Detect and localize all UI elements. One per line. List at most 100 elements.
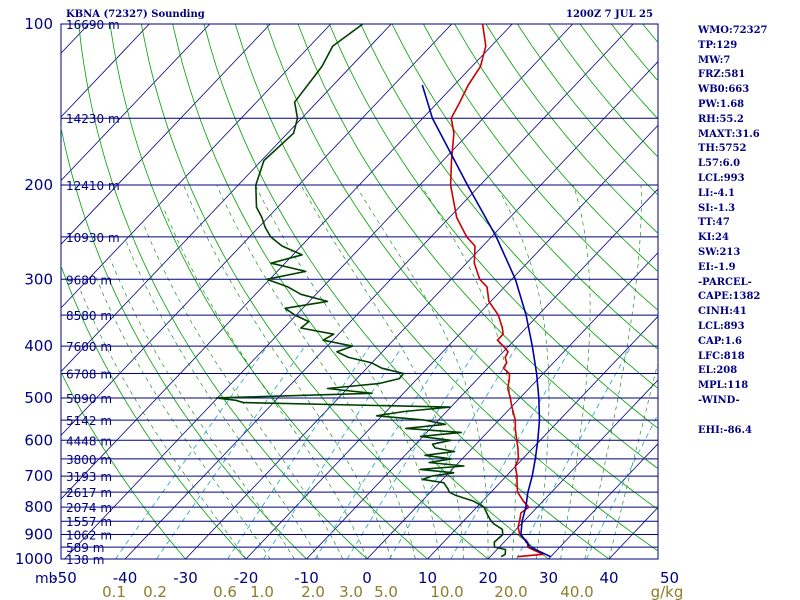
isotherm-line <box>185 61 658 559</box>
height-label: 5890 m <box>66 392 112 406</box>
temperature-tick-label: 40 <box>599 569 618 587</box>
index-item: KI:24 <box>698 232 729 244</box>
isobar-lines <box>61 23 658 560</box>
moist-adiabat-line <box>125 241 319 559</box>
height-label: 9680 m <box>66 273 112 287</box>
mixing-ratio-label: 0.1 <box>102 583 126 600</box>
moist-adiabat-line <box>142 222 344 559</box>
mixing-ratio-label: 10.0 <box>430 583 463 600</box>
height-label: 3193 m <box>66 470 112 484</box>
isotherm-line <box>245 124 658 559</box>
moist-adiabat-line <box>496 184 550 559</box>
pressure-tick-label: 600 <box>24 431 53 449</box>
isotherm-line <box>61 24 332 309</box>
index-item: L57:6.0 <box>698 158 741 170</box>
index-item: EHI:-86.4 <box>698 424 752 436</box>
temperature-tick-label: 10 <box>418 569 437 587</box>
index-item: TP:129 <box>698 39 738 51</box>
index-item: TH:5752 <box>698 143 747 155</box>
height-label: 2617 m <box>66 486 112 500</box>
height-label: 1557 m <box>66 515 112 529</box>
height-label: 6708 m <box>66 367 112 381</box>
moist-adiabat-line <box>110 258 295 559</box>
index-item: -WIND- <box>698 394 740 406</box>
moist-adiabat-line <box>216 184 416 559</box>
height-label: 10930 m <box>66 231 120 245</box>
index-item: MAXT:31.6 <box>698 128 760 140</box>
moist-adiabat-lines <box>80 184 658 559</box>
sounding-title: KBNA (72327) Sounding <box>66 9 205 20</box>
dewpoint-trace <box>215 24 507 558</box>
index-item: CAPE:1382 <box>698 291 761 303</box>
pressure-tick-label: 1000 <box>15 550 53 568</box>
pressure-tick-label: 300 <box>24 270 53 288</box>
temperature-tick-label: -20 <box>234 569 259 587</box>
mixing-ratio-label: 2.0 <box>301 583 325 600</box>
pressure-unit-label: mb <box>35 571 58 587</box>
temperature-tick-label: -50 <box>52 569 77 587</box>
moist-adiabat-line <box>183 184 392 559</box>
isotherm-line <box>306 188 658 559</box>
pressure-tick-label: 800 <box>24 498 53 516</box>
isotherm-line <box>61 24 453 436</box>
pressure-tick-label: 200 <box>24 176 53 194</box>
index-item: LCL:993 <box>698 172 745 184</box>
index-item: LI:-4.1 <box>698 187 735 199</box>
isotherm-line <box>64 24 574 559</box>
index-item: SI:-1.3 <box>698 202 736 214</box>
index-item: CINH:41 <box>698 306 747 318</box>
height-label: 16690 m <box>66 18 120 32</box>
index-item: RH:55.2 <box>698 113 744 125</box>
index-item: SW:213 <box>698 246 741 258</box>
temperature-tick-label: 20 <box>478 569 497 587</box>
index-item <box>698 409 768 424</box>
isotherm-line <box>427 315 658 559</box>
pressure-tick-label: 500 <box>24 389 53 407</box>
pressure-tick-label: 400 <box>24 337 53 355</box>
temperature-tick-label: -40 <box>113 569 138 587</box>
sounding-traces <box>215 24 552 558</box>
height-label: 14230 m <box>66 112 120 126</box>
isotherm-line <box>61 24 392 373</box>
index-item: TT:47 <box>698 217 730 229</box>
temperature-trace <box>449 24 544 558</box>
isotherm-line <box>548 443 658 559</box>
parcel-trace <box>421 84 552 558</box>
height-label: 589 m <box>66 541 104 555</box>
index-item: WMO:72327 <box>698 25 768 36</box>
index-item: WB0:663 <box>698 84 750 96</box>
index-item: EL:208 <box>698 365 738 377</box>
mixing-ratio-label: 5.0 <box>374 583 398 600</box>
temperature-tick-label: -30 <box>173 569 198 587</box>
mixing-ratio-label: g/kg <box>651 583 684 600</box>
isotherm-line <box>61 24 271 245</box>
isotherm-line <box>124 24 634 559</box>
temperature-tick-label: -10 <box>294 569 319 587</box>
moist-adiabat-line <box>420 184 516 559</box>
stability-indices-panel: WMO:72327 TP:129 MW:7 FRZ:581 WB0:663 PW:1.68… <box>698 24 768 438</box>
pressure-tick-label: 700 <box>24 467 53 485</box>
moist-adiabat-line <box>80 290 247 559</box>
plot-frame <box>60 23 659 560</box>
mixing-ratio-label: 20.0 <box>494 583 527 600</box>
mixing-ratio-label: 0.6 <box>213 583 237 600</box>
height-label: 7600 m <box>66 340 112 354</box>
mixing-ratio-label: 40.0 <box>560 583 593 600</box>
index-item: MW:7 <box>698 54 731 66</box>
height-label: 3800 m <box>66 453 112 467</box>
moist-adiabat-line <box>94 275 271 559</box>
index-item: EI:-1.9 <box>698 261 736 273</box>
temperature-tick-label: 0 <box>362 569 372 587</box>
index-item: FRZ:581 <box>698 69 746 81</box>
height-label: 2074 m <box>66 501 112 515</box>
pressure-tick-label: 100 <box>24 15 53 33</box>
mixing-ratio-label: 0.2 <box>143 583 167 600</box>
height-label: 12410 m <box>66 179 120 193</box>
sounding-time: 1200Z 7 JUL 25 <box>566 9 653 20</box>
index-item: LFC:818 <box>698 350 745 362</box>
mixing-ratio-label: 3.0 <box>339 583 363 600</box>
mixing-ratio-label: 1.0 <box>250 583 274 600</box>
moist-adiabat-line <box>355 184 489 559</box>
